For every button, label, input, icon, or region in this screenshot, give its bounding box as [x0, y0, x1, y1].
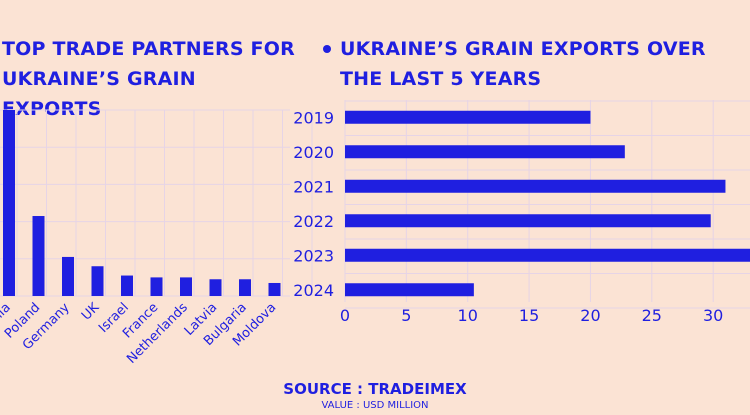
left-bar — [32, 216, 45, 296]
right-x-tick-label: 15 — [519, 306, 539, 325]
right-bar — [345, 110, 591, 124]
left-title-line-1: TOP TRADE PARTNERS FOR — [2, 38, 295, 60]
right-x-tick-label: 20 — [580, 306, 600, 325]
left-bar — [3, 110, 15, 296]
left-bar — [268, 282, 281, 296]
right-category-label: 2024 — [293, 281, 334, 300]
left-bar — [150, 277, 163, 296]
right-title-line-2: THE LAST 5 YEARS — [340, 68, 542, 90]
right-title-line-1: UKRAINE’S GRAIN EXPORTS OVER — [340, 38, 706, 60]
right-category-label: 2019 — [293, 108, 334, 127]
right-x-tick-label: 5 — [401, 306, 411, 325]
left-chart-title: TOP TRADE PARTNERS FOR UKRAINE’S GRAIN E… — [2, 34, 302, 124]
right-category-label: 2023 — [293, 246, 334, 265]
right-chart-title: UKRAINE’S GRAIN EXPORTS OVER THE LAST 5 … — [340, 34, 750, 94]
left-bar — [91, 266, 104, 296]
unit-label: VALUE : USD MILLION — [321, 400, 429, 411]
right-bar — [345, 179, 726, 193]
right-category-label: 2021 — [293, 177, 334, 196]
right-category-label: 2022 — [293, 212, 334, 231]
left-bar — [209, 279, 222, 296]
right-category-label: 2020 — [293, 143, 334, 162]
bullet-dot-icon — [323, 45, 331, 53]
source-label: SOURCE : TRADEIMEX — [283, 380, 467, 398]
right-bar — [345, 283, 474, 297]
right-bar — [345, 214, 711, 228]
right-bar — [345, 248, 750, 262]
left-bar — [180, 277, 192, 296]
left-bar — [121, 275, 133, 296]
left-bar — [239, 279, 251, 296]
right-x-tick-label: 10 — [458, 306, 478, 325]
right-bar — [345, 145, 625, 159]
right-x-tick-label: 25 — [642, 306, 662, 325]
right-x-tick-label: 0 — [340, 306, 350, 325]
right-x-tick-label: 30 — [703, 306, 723, 325]
left-category-label: UK — [79, 300, 103, 324]
left-bar — [62, 256, 74, 296]
